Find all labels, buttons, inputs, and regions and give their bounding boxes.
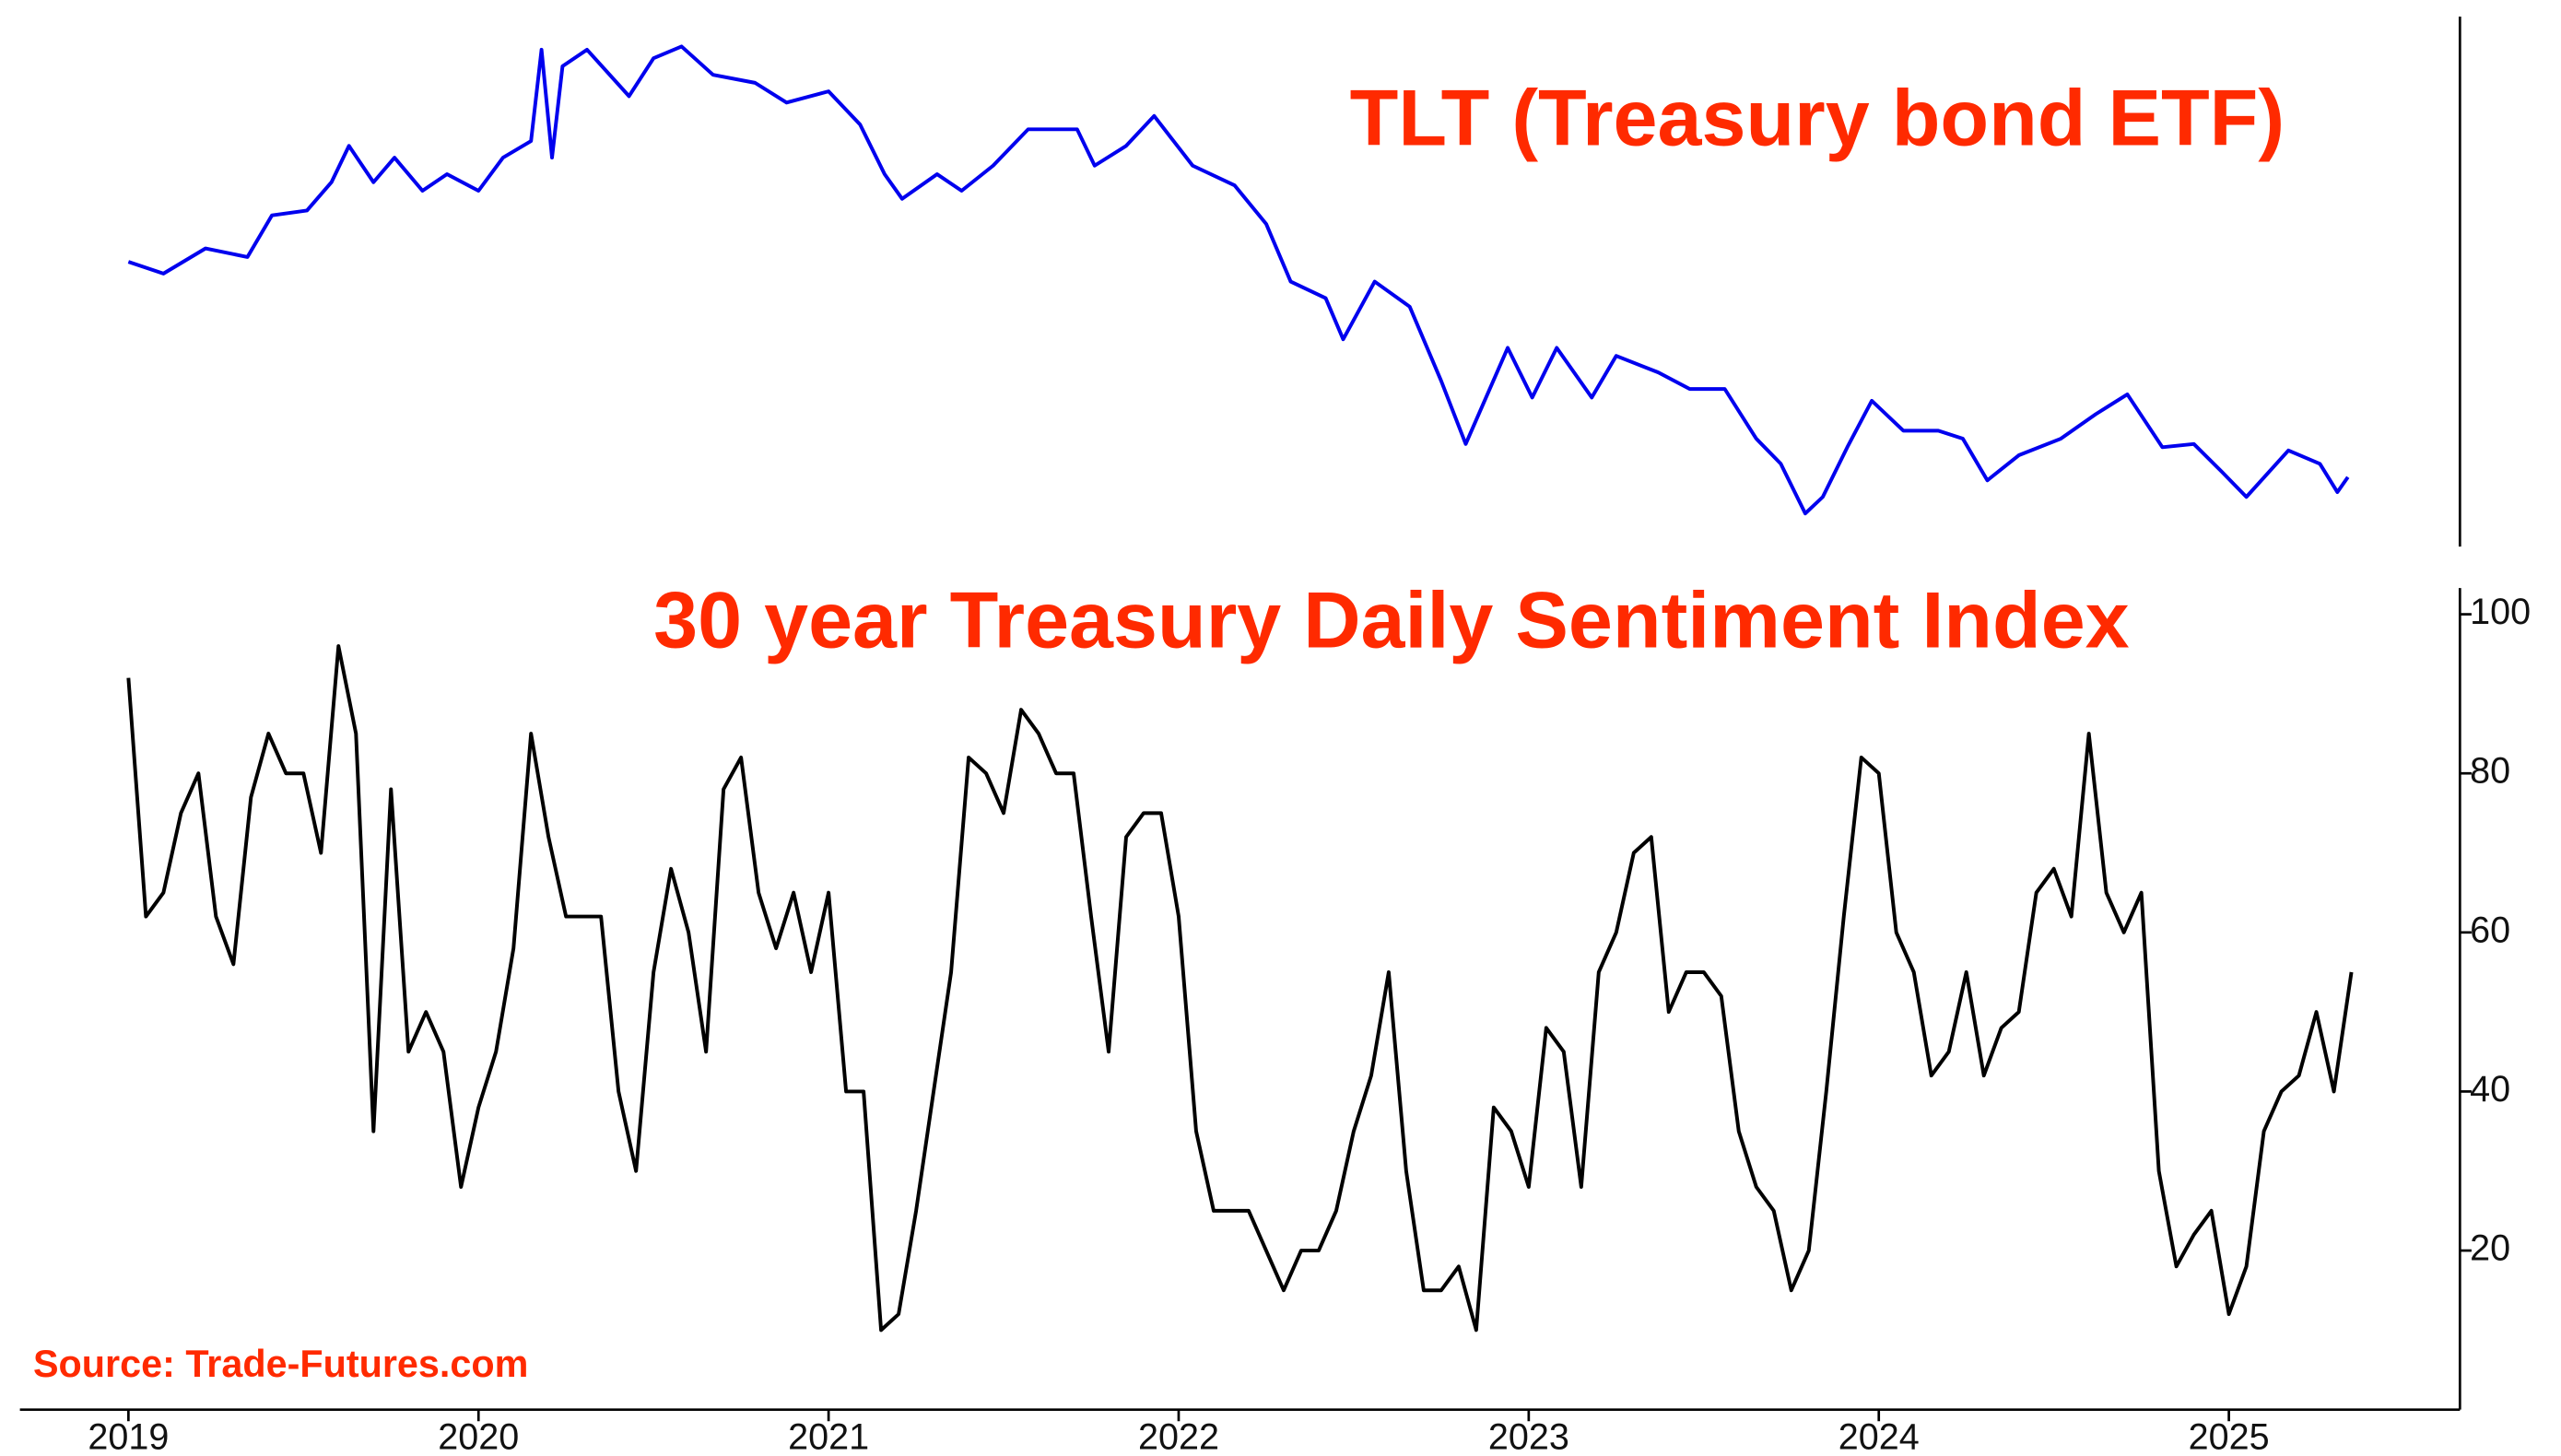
x-tick-label: 2021 [788, 1416, 869, 1456]
y-tick-label: 80 [2470, 751, 2510, 792]
x-tick-label: 2022 [1138, 1416, 1219, 1456]
y-tick-label: 40 [2470, 1069, 2510, 1110]
x-tick-label: 2020 [438, 1416, 519, 1456]
chart-title: TLT (Treasury bond ETF) [1350, 75, 2285, 163]
data-line [126, 644, 2354, 1333]
y-tick-label: 20 [2470, 1227, 2510, 1268]
x-tick-label: 2024 [1839, 1416, 1920, 1456]
data-line [127, 44, 2350, 516]
chart-title: 30 year Treasury Daily Sentiment Index [653, 576, 2129, 664]
x-tick-label: 2025 [2189, 1416, 2270, 1456]
source-note: Source: Trade-Futures.com [33, 1343, 528, 1385]
x-tick-label: 2019 [88, 1416, 169, 1456]
y-tick-label: 100 [2470, 592, 2531, 632]
x-tick-label: 2023 [1488, 1416, 1569, 1456]
y-tick-label: 60 [2470, 910, 2510, 950]
